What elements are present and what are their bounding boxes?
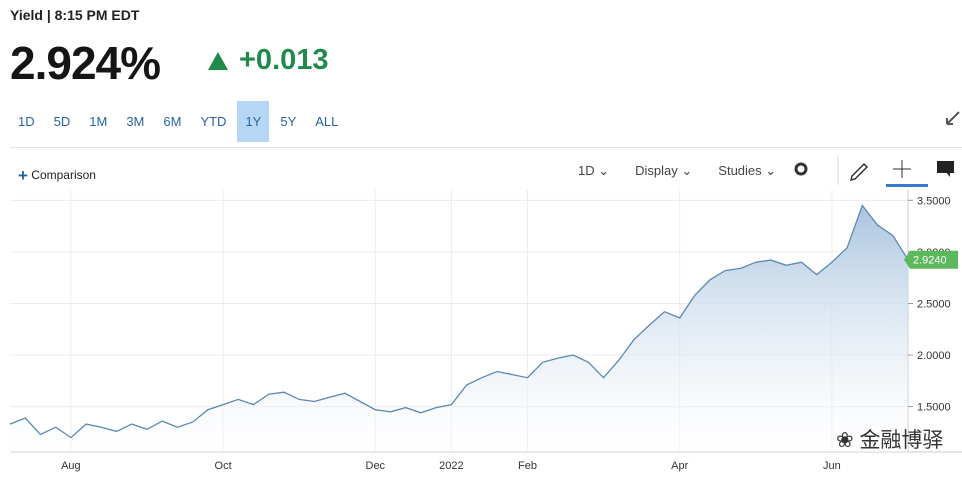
- x-tick-label: Dec: [366, 460, 386, 472]
- range-button[interactable]: 1D: [18, 114, 35, 129]
- watermark-text: 金融博驿: [859, 429, 944, 452]
- menu-label: Display: [635, 163, 678, 178]
- x-tick-label: Aug: [61, 460, 81, 472]
- range-button[interactable]: ALL: [315, 114, 339, 129]
- y-tick-label: 2.5000: [917, 298, 951, 310]
- range-button[interactable]: 1Y: [237, 101, 270, 142]
- x-tick-label: Feb: [518, 460, 537, 472]
- y-tick-label: 3.5000: [917, 195, 951, 207]
- range-button[interactable]: 1M: [89, 114, 108, 129]
- up-arrow: [208, 51, 228, 70]
- title: Yield | 8:15 PM EDT: [10, 7, 140, 23]
- change-value: +0.013: [239, 44, 329, 76]
- range-button[interactable]: 5D: [53, 114, 71, 129]
- x-tick-label: Apr: [671, 460, 688, 472]
- range-button[interactable]: 3M: [126, 114, 145, 129]
- range-button[interactable]: 6M: [163, 114, 182, 129]
- toolbar: + Comparison 1D ⌄ Display ⌄ Studies ⌄: [10, 147, 962, 190]
- price: 2.924%: [10, 37, 161, 89]
- x-tick-label: Oct: [215, 460, 232, 472]
- watermark: ❀ 金融博驿: [836, 429, 944, 452]
- change: +0.013: [207, 44, 329, 77]
- line: [9, 204, 909, 439]
- interval-menu[interactable]: 1D ⌄: [578, 163, 610, 178]
- last-value-badge: [904, 250, 958, 269]
- display-menu[interactable]: Display ⌄: [635, 163, 693, 178]
- menu-label: Studies: [718, 163, 762, 178]
- area: [10, 205, 908, 452]
- range-buttons: 1D 5D 1M 3M 6M YTD 1Y 5Y ALL: [10, 101, 349, 142]
- x-tick-label: Jun: [823, 460, 841, 472]
- last-value-label: 2.9240: [913, 255, 947, 267]
- interval-label: 1D: [578, 163, 595, 178]
- y-tick-label: 1.5000: [917, 402, 951, 414]
- range-button[interactable]: YTD: [200, 114, 227, 129]
- toolbar-menus: 1D ⌄ Display ⌄ Studies ⌄: [578, 163, 776, 179]
- range-button[interactable]: 5Y: [280, 114, 297, 129]
- comparison-label: Comparison: [31, 168, 96, 182]
- y-tick-label: 2.0000: [917, 350, 951, 362]
- toolbar-icons[interactable]: [789, 111, 960, 187]
- x-tick-label: 2022: [439, 460, 463, 472]
- studies-menu[interactable]: Studies ⌄: [718, 163, 777, 178]
- comparison-button[interactable]: + Comparison: [18, 166, 96, 185]
